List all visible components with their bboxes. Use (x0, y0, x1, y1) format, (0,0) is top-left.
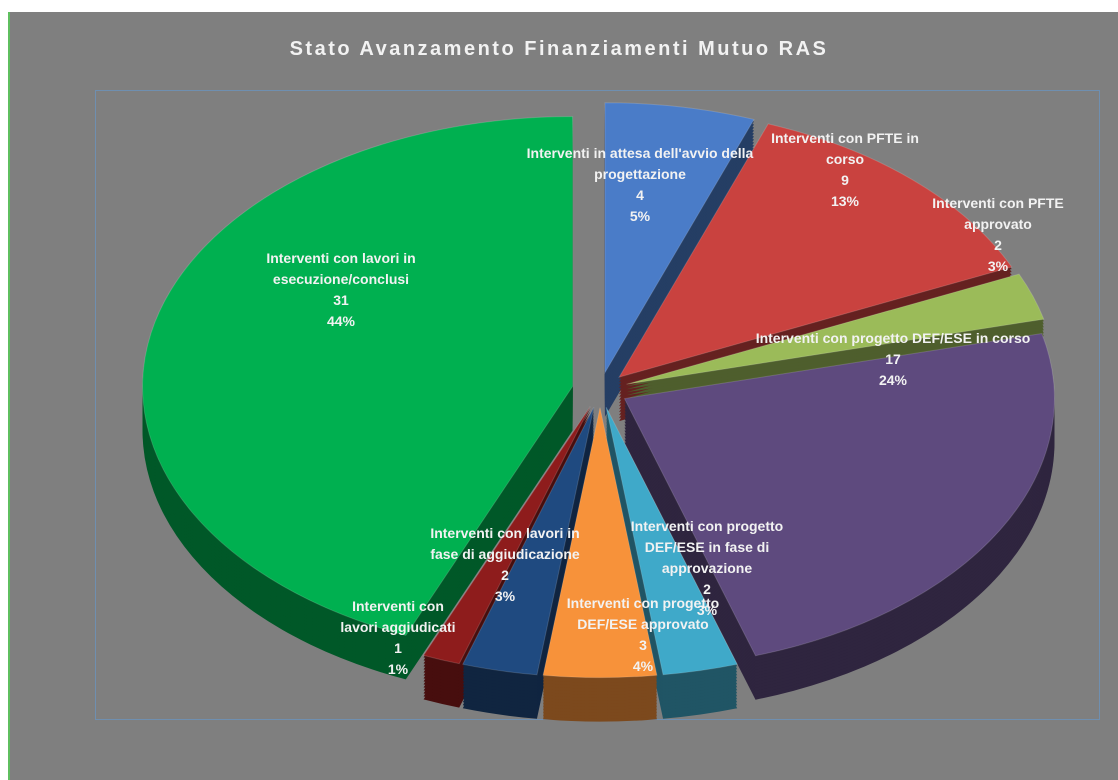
label-percent: 13% (830, 193, 860, 209)
data-label: Interventi con progetto DEF/ESE in fase … (602, 516, 812, 621)
label-name: Interventi con lavori aggiudicati (340, 598, 456, 635)
label-value: 2 (703, 581, 711, 597)
label-percent: 44% (326, 313, 356, 329)
label-name: Interventi con progetto DEF/ESE in corso (755, 330, 1031, 346)
label-percent: 5% (629, 208, 651, 224)
label-name: Interventi con lavori in esecuzione/conc… (266, 250, 416, 287)
label-value: 4 (636, 187, 644, 203)
label-name: Interventi con lavori in fase di aggiudi… (430, 525, 580, 562)
slice (422, 406, 591, 665)
slice (605, 406, 738, 676)
slice (142, 116, 574, 636)
data-label: Interventi in attesa dell'avvio della pr… (525, 143, 755, 227)
label-name: Interventi con progetto DEF/ESE in fase … (630, 518, 784, 576)
data-label: Interventi con PFTE approvato 2 3% (913, 193, 1083, 277)
label-percent: 1% (387, 661, 409, 677)
slice (462, 406, 595, 676)
label-value: 31 (333, 292, 349, 308)
label-name: Interventi in attesa dell'avvio della pr… (526, 145, 754, 182)
label-value: 2 (501, 567, 509, 583)
label-name: Interventi con PFTE approvato (932, 195, 1064, 232)
slice (604, 102, 755, 375)
chart-title: Stato Avanzamento Finanziamenti Mutuo RA… (289, 38, 829, 60)
label-value: 17 (885, 351, 901, 367)
slice (542, 407, 658, 679)
slice (626, 273, 1045, 385)
data-label: Interventi con PFTE in corso 9 13% (755, 128, 935, 212)
label-value: 9 (841, 172, 849, 188)
label-value: 3 (639, 637, 647, 653)
label-value: 1 (394, 640, 402, 656)
data-label: Interventi con lavori in fase di aggiudi… (430, 523, 580, 607)
data-label: Interventi con progetto DEF/ESE in corso… (733, 328, 1053, 391)
label-percent: 3% (987, 258, 1009, 274)
data-label: Interventi con progetto DEF/ESE approvat… (558, 593, 728, 677)
label-name: Interventi con progetto DEF/ESE approvat… (566, 595, 720, 632)
slice (618, 123, 1013, 378)
data-label: Interventi con lavori in esecuzione/conc… (231, 248, 451, 332)
label-percent: 3% (494, 588, 516, 604)
label-name: Interventi con PFTE in corso (771, 130, 919, 167)
label-percent: 24% (878, 372, 908, 388)
label-percent: 4% (632, 658, 654, 674)
slice (623, 332, 1055, 657)
label-percent: 3% (696, 602, 718, 618)
label-value: 2 (994, 237, 1002, 253)
data-label: Interventi con lavori aggiudicati 1 1% (338, 596, 458, 680)
